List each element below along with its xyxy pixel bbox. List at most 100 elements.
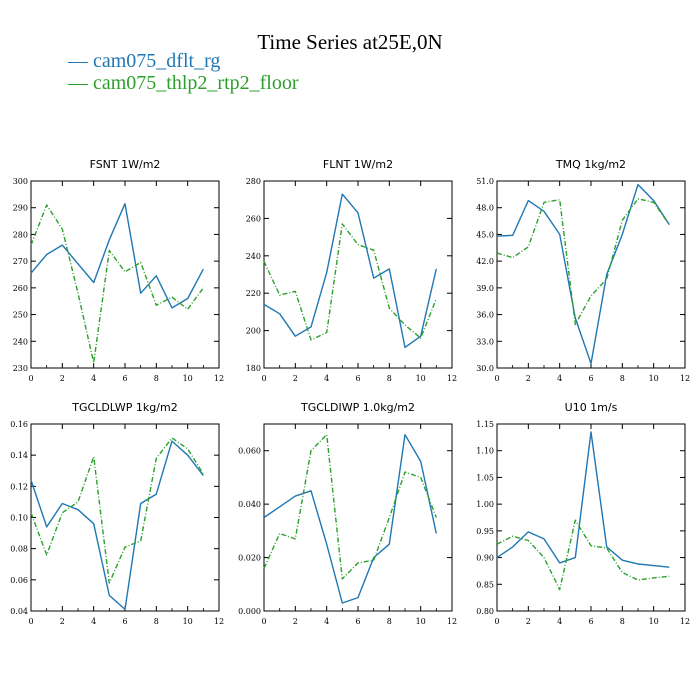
panel-5-xtick-label: 4 (324, 617, 329, 626)
panel-5-xtick-label: 12 (447, 617, 457, 626)
panel-4-xtick-label: 10 (183, 617, 193, 626)
panel-6-xtick-label: 10 (649, 617, 659, 626)
panel-6-ytick-label: 0.95 (476, 527, 494, 536)
panel-2-series-2 (263, 223, 437, 341)
panel-6-xtick-label: 12 (680, 617, 690, 626)
panel-4-ytick-label: 0.06 (10, 576, 28, 585)
panel-3-xtick-label: 8 (620, 374, 625, 383)
panel-6-ytick-label: 1.00 (476, 500, 494, 509)
panel-1-ytick-label: 280 (13, 230, 28, 239)
panel-6-series-1 (496, 431, 670, 568)
panel-2-ytick-label: 200 (246, 327, 261, 336)
panel-5-xtick-label: 10 (416, 617, 426, 626)
panel-4-xtick-label: 2 (60, 617, 65, 626)
panel-1-xtick-label: 6 (122, 374, 127, 383)
panel-3-series-2 (496, 198, 670, 326)
panel-4-xtick-label: 6 (122, 617, 127, 626)
panel-3-xtick-label: 2 (526, 374, 531, 383)
panel-4-series-2 (30, 437, 204, 584)
panel-1-ytick-label: 260 (13, 284, 28, 293)
legend-label-dflt: cam075_dflt_rg (93, 50, 221, 72)
panel-4-xtick-label: 0 (28, 617, 33, 626)
panel-1-xtick-label: 0 (28, 374, 33, 383)
panel-2-frame (263, 180, 453, 369)
panel-1-title: FSNT 1W/m2 (90, 158, 161, 171)
panel-2-ytick-label: 220 (246, 289, 261, 298)
panel-4-xtick-label: 12 (214, 617, 224, 626)
panel-6-xtick-label: 6 (588, 617, 593, 626)
panel-2-xtick-label: 4 (324, 374, 329, 383)
panel-6-xtick-label: 2 (526, 617, 531, 626)
panel-1-ytick-label: 270 (13, 257, 28, 266)
panel-5-ytick-label: 0.000 (238, 607, 261, 616)
panel-4-ytick-label: 0.10 (10, 514, 28, 523)
panel-3-series-1 (496, 183, 670, 365)
panel-6-title: U10 1m/s (565, 401, 618, 414)
panel-1-frame (30, 180, 220, 369)
panel-4-series-1 (30, 440, 204, 611)
panel-4-ytick-label: 0.14 (10, 451, 28, 460)
panel-2-xtick-label: 0 (261, 374, 266, 383)
panel-2-xtick-label: 6 (355, 374, 360, 383)
panel-3-xtick-label: 12 (680, 374, 690, 383)
panel-3-ytick-label: 30.0 (476, 364, 494, 373)
panel-1-xtick-label: 8 (154, 374, 159, 383)
panel-2-xtick-label: 2 (293, 374, 298, 383)
panel-2-ytick-label: 240 (246, 252, 261, 261)
panel-2-ytick-label: 280 (246, 177, 261, 186)
figure-title: Time Series at25E,0N (257, 30, 443, 54)
panel-1-ytick-label: 250 (13, 311, 28, 320)
panel-1-ytick-label: 240 (13, 337, 28, 346)
panel-4-title: TGCLDLWP 1kg/m2 (71, 401, 177, 414)
panel-4-ytick-label: 0.04 (10, 607, 28, 616)
panel-2-xtick-label: 12 (447, 374, 457, 383)
panel-5-xtick-label: 0 (261, 617, 266, 626)
legend-entry-dflt: — cam075_dflt_rg (68, 50, 220, 73)
panel-6-ytick-label: 0.80 (476, 607, 494, 616)
panel-3-xtick-label: 10 (649, 374, 659, 383)
legend-swatch-dflt: — (68, 50, 93, 72)
panel-6-ytick-label: 0.90 (476, 554, 494, 563)
panel-3-xtick-label: 6 (588, 374, 593, 383)
panel-6-ytick-label: 0.85 (476, 580, 494, 589)
panel-2-ytick-label: 180 (246, 364, 261, 373)
panel-1-xtick-label: 12 (214, 374, 224, 383)
panel-6-xtick-label: 4 (557, 617, 562, 626)
panel-1-series-1 (30, 202, 204, 309)
panel-5-ytick-label: 0.020 (238, 554, 261, 563)
panel-5-frame (263, 423, 453, 612)
panel-3-ytick-label: 42.0 (476, 257, 494, 266)
panel-2-xtick-label: 10 (416, 374, 426, 383)
panel-1-xtick-label: 2 (60, 374, 65, 383)
legend-label-thlp2: cam075_thlp2_rtp2_floor (93, 72, 299, 94)
panel-2-title: FLNT 1W/m2 (323, 158, 393, 171)
panel-3-ytick-label: 45.0 (476, 230, 494, 239)
panel-2-xtick-label: 8 (387, 374, 392, 383)
legend-swatch-thlp2: — (68, 72, 93, 94)
panel-5-xtick-label: 8 (387, 617, 392, 626)
panel-5-ytick-label: 0.040 (238, 500, 261, 509)
legend-entry-thlp2: — cam075_thlp2_rtp2_floor (68, 72, 299, 95)
panel-6-ytick-label: 1.05 (476, 473, 494, 482)
panel-4-ytick-label: 0.08 (10, 545, 28, 554)
panel-4-xtick-label: 8 (154, 617, 159, 626)
panel-6-series-2 (496, 519, 670, 591)
panel-4-ytick-label: 0.12 (10, 482, 28, 491)
panel-1-ytick-label: 230 (13, 364, 28, 373)
panel-1-ytick-label: 300 (13, 177, 28, 186)
panel-2-series-1 (263, 193, 437, 349)
panel-3-ytick-label: 39.0 (476, 284, 494, 293)
panel-3-xtick-label: 0 (494, 374, 499, 383)
panel-1-ytick-label: 290 (13, 204, 28, 213)
panel-6-ytick-label: 1.15 (476, 420, 494, 429)
panel-6-frame (496, 423, 686, 612)
panel-4-frame (30, 423, 220, 612)
panel-5-ytick-label: 0.060 (238, 447, 261, 456)
panel-6-ytick-label: 1.10 (476, 447, 494, 456)
panel-3-ytick-label: 48.0 (476, 204, 494, 213)
panel-3-ytick-label: 51.0 (476, 177, 494, 186)
panel-3-ytick-label: 36.0 (476, 311, 494, 320)
panel-4-ytick-label: 0.16 (10, 420, 28, 429)
panel-6-xtick-label: 8 (620, 617, 625, 626)
